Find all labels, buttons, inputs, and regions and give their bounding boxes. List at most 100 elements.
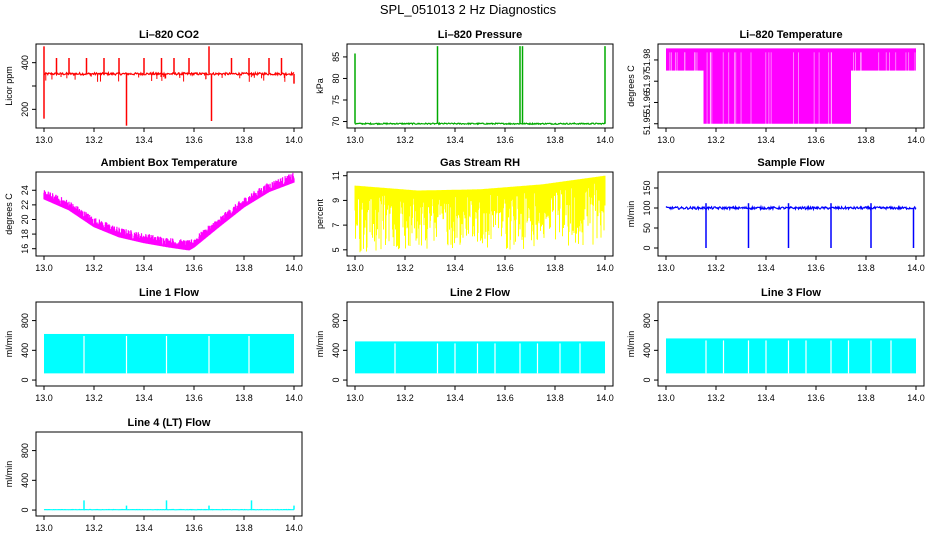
y-tick-label: 100 — [642, 200, 652, 215]
series-line — [354, 121, 606, 126]
y-tick-label: 80 — [331, 73, 341, 83]
x-tick-label: 13.6 — [807, 263, 825, 273]
y-axis-label: kPa — [315, 78, 325, 94]
y-tick-label: 11 — [331, 171, 341, 180]
chart-pressure: Li–820 Pressure kPa 13.0 13.2 13.4 13.6 13.8 14… — [315, 29, 614, 145]
x-tick-label: 13.6 — [496, 135, 514, 145]
x-tick-label: 13.0 — [657, 135, 675, 145]
series-spikes — [354, 175, 606, 253]
y-tick-label: 400 — [642, 343, 652, 358]
y-axis-label: degrees C — [626, 65, 636, 107]
x-tick-label: 13.2 — [85, 135, 103, 145]
plot-frame — [346, 43, 614, 129]
y-tick-label: 400 — [20, 473, 30, 488]
x-tick-label: 14.0 — [285, 523, 303, 533]
chart-line3: Line 3 Flow ml/min 13.0 13.2 13.4 13.6 13.8 14.… — [626, 287, 925, 403]
chart-title: Li–820 Pressure — [438, 29, 522, 41]
x-tick-label: 13.4 — [135, 523, 153, 533]
x-tick-label: 13.0 — [657, 393, 675, 403]
y-axis-label: ml/min — [626, 331, 636, 358]
chart-title: Li–820 CO2 — [139, 29, 199, 41]
x-tick-label: 14.0 — [285, 393, 303, 403]
y-axis-label: ml/min — [626, 201, 636, 228]
y-tick-label: 0 — [20, 508, 30, 513]
chart-line4: Line 4 (LT) Flow ml/min 13.0 13.2 13.4 13.6 13… — [4, 417, 303, 533]
y-tick-label: 18 — [20, 229, 30, 239]
series-band — [43, 172, 295, 251]
x-tick-label: 14.0 — [907, 263, 925, 273]
y-tick-label: 24 — [20, 185, 30, 195]
y-tick-label: 400 — [20, 343, 30, 358]
x-tick-label: 14.0 — [285, 263, 303, 273]
y-tick-label: 400 — [331, 343, 341, 358]
flow-block — [44, 333, 294, 374]
x-tick-label: 13.8 — [235, 523, 253, 533]
x-tick-label: 13.6 — [185, 263, 203, 273]
y-tick-label: 51.97 — [642, 70, 652, 93]
x-tick-label: 13.6 — [807, 135, 825, 145]
chart-title: Line 1 Flow — [139, 287, 199, 299]
x-tick-label: 13.0 — [657, 263, 675, 273]
plot-frame — [657, 171, 925, 257]
y-tick-label: 85 — [331, 52, 341, 62]
x-tick-label: 13.6 — [807, 393, 825, 403]
x-tick-label: 13.2 — [707, 135, 725, 145]
x-tick-label: 13.6 — [185, 135, 203, 145]
y-axis-label: degrees C — [4, 193, 14, 235]
x-tick-label: 13.2 — [396, 135, 414, 145]
band-segment — [701, 49, 704, 71]
chart-title: Sample Flow — [757, 157, 825, 169]
x-tick-label: 13.2 — [707, 393, 725, 403]
x-tick-label: 14.0 — [285, 135, 303, 145]
x-tick-label: 13.0 — [35, 523, 53, 533]
y-tick-label: 51.96 — [642, 91, 652, 114]
chart-ambient: Ambient Box Temperature degrees C 13.0 13.2… — [4, 157, 303, 273]
series-line — [665, 204, 917, 212]
band-segment — [703, 49, 851, 124]
y-tick-label: 51.98 — [642, 49, 652, 72]
y-axis-label: Licor ppm — [4, 66, 14, 106]
band-segment — [851, 49, 854, 71]
x-tick-label: 13.8 — [546, 135, 564, 145]
x-tick-label: 13.4 — [446, 263, 464, 273]
x-tick-label: 13.6 — [185, 523, 203, 533]
flow-block — [355, 341, 605, 374]
plot-frame — [346, 171, 614, 257]
x-tick-label: 13.8 — [546, 393, 564, 403]
x-tick-label: 13.4 — [757, 393, 775, 403]
y-tick-label: 400 — [20, 55, 30, 70]
y-axis-label: ml/min — [4, 331, 14, 358]
chart-title: Line 3 Flow — [761, 287, 821, 299]
x-tick-label: 13.0 — [346, 393, 364, 403]
y-tick-label: 150 — [642, 180, 652, 195]
plot-frame — [657, 43, 925, 129]
plot-frame — [346, 301, 614, 387]
x-tick-label: 13.8 — [857, 135, 875, 145]
x-tick-label: 14.0 — [596, 393, 614, 403]
y-tick-label: 20 — [20, 214, 30, 224]
x-tick-label: 13.6 — [496, 393, 514, 403]
y-tick-label: 75 — [331, 95, 341, 105]
y-tick-label: 16 — [20, 244, 30, 254]
chart-line1: Line 1 Flow ml/min 13.0 13.2 13.4 13.6 13.8 14.… — [4, 287, 303, 403]
x-tick-label: 13.0 — [35, 135, 53, 145]
x-tick-label: 13.0 — [346, 135, 364, 145]
chart-li820temp: Li–820 Temperature degrees C 13.0 13.2 13.4 1… — [626, 29, 925, 145]
x-tick-label: 13.2 — [85, 393, 103, 403]
plot-frame — [657, 301, 925, 387]
x-tick-label: 13.4 — [135, 135, 153, 145]
x-tick-label: 13.8 — [235, 393, 253, 403]
chart-title: Line 4 (LT) Flow — [128, 417, 211, 429]
x-tick-label: 13.2 — [85, 263, 103, 273]
y-tick-label: 0 — [642, 245, 652, 250]
x-tick-label: 13.4 — [757, 135, 775, 145]
y-tick-label: 9 — [331, 198, 341, 203]
x-tick-label: 13.0 — [346, 263, 364, 273]
chart-line2: Line 2 Flow ml/min 13.0 13.2 13.4 13.6 13.8 14.… — [315, 287, 614, 403]
y-tick-label: 0 — [20, 378, 30, 383]
y-tick-label: 0 — [331, 378, 341, 383]
x-tick-label: 13.0 — [35, 263, 53, 273]
x-tick-label: 13.2 — [85, 523, 103, 533]
x-tick-label: 13.2 — [396, 263, 414, 273]
